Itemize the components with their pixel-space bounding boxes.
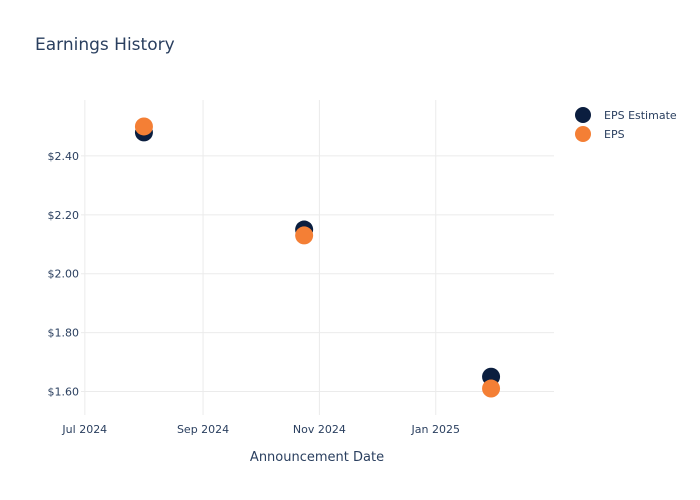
legend: EPS Estimate EPS bbox=[575, 107, 677, 142]
y-tick-label: $2.00 bbox=[48, 268, 80, 281]
y-tick-label: $2.20 bbox=[48, 209, 80, 222]
x-tick-label: Sep 2024 bbox=[177, 423, 229, 436]
chart-title: Earnings History bbox=[35, 35, 175, 55]
data-points bbox=[134, 117, 501, 398]
legend-marker[interactable] bbox=[575, 107, 591, 123]
y-tick-label: $1.60 bbox=[48, 385, 80, 398]
x-axis-title: Announcement Date bbox=[250, 450, 384, 465]
legend-label[interactable]: EPS Estimate bbox=[604, 109, 677, 122]
y-axis-ticks: $1.60 $1.80 $2.00 $2.20 $2.40 bbox=[48, 150, 80, 399]
x-tick-label: Jan 2025 bbox=[411, 423, 460, 436]
legend-marker[interactable] bbox=[575, 126, 591, 142]
x-tick-label: Jul 2024 bbox=[61, 423, 107, 436]
grid-layer bbox=[81, 100, 554, 415]
eps-point[interactable] bbox=[134, 117, 153, 136]
x-axis-ticks: Jul 2024 Sep 2024 Nov 2024 Jan 2025 bbox=[61, 423, 460, 436]
eps-point[interactable] bbox=[482, 379, 501, 398]
x-tick-label: Nov 2024 bbox=[293, 423, 346, 436]
y-tick-label: $1.80 bbox=[48, 327, 80, 340]
y-tick-label: $2.40 bbox=[48, 150, 80, 163]
eps-point[interactable] bbox=[295, 226, 314, 245]
legend-label[interactable]: EPS bbox=[604, 128, 625, 141]
